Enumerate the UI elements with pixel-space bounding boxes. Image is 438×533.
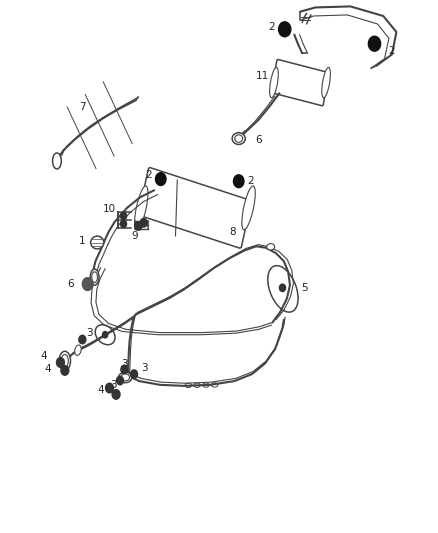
- Circle shape: [368, 36, 381, 51]
- Circle shape: [117, 376, 124, 385]
- Circle shape: [233, 175, 244, 188]
- Ellipse shape: [232, 133, 245, 144]
- Circle shape: [61, 366, 69, 375]
- Ellipse shape: [75, 345, 81, 356]
- Text: 9: 9: [131, 231, 138, 240]
- Circle shape: [120, 220, 127, 228]
- Circle shape: [135, 222, 142, 230]
- Ellipse shape: [59, 351, 71, 370]
- Text: 4: 4: [40, 351, 47, 361]
- FancyBboxPatch shape: [272, 60, 328, 106]
- Circle shape: [140, 219, 147, 227]
- Text: 4: 4: [44, 364, 51, 374]
- Circle shape: [106, 383, 113, 393]
- Text: 3: 3: [110, 380, 117, 390]
- Circle shape: [121, 365, 128, 374]
- Ellipse shape: [268, 265, 298, 312]
- Text: 2: 2: [388, 46, 395, 55]
- Text: 3: 3: [121, 359, 128, 368]
- Circle shape: [102, 332, 108, 338]
- FancyBboxPatch shape: [138, 167, 251, 248]
- Text: 6: 6: [255, 135, 262, 144]
- Circle shape: [120, 212, 127, 220]
- Circle shape: [131, 370, 138, 378]
- Text: 2: 2: [268, 22, 275, 31]
- Text: 4: 4: [97, 385, 104, 395]
- Ellipse shape: [134, 186, 148, 230]
- Text: 3: 3: [86, 328, 93, 338]
- Text: 6: 6: [67, 279, 74, 288]
- Ellipse shape: [95, 325, 115, 345]
- Text: 8: 8: [229, 227, 236, 237]
- Ellipse shape: [90, 269, 99, 285]
- Text: 10: 10: [103, 204, 116, 214]
- Ellipse shape: [53, 153, 61, 169]
- Text: 5: 5: [301, 283, 308, 293]
- Circle shape: [79, 335, 86, 344]
- Ellipse shape: [119, 372, 132, 383]
- Ellipse shape: [270, 68, 278, 98]
- Text: 2: 2: [145, 170, 152, 180]
- Text: 11: 11: [256, 71, 269, 80]
- Ellipse shape: [267, 244, 275, 250]
- Circle shape: [155, 173, 166, 185]
- Text: 7: 7: [79, 102, 86, 111]
- Text: 2: 2: [247, 176, 254, 186]
- Text: 3: 3: [141, 363, 148, 373]
- Circle shape: [57, 358, 64, 367]
- Circle shape: [279, 22, 291, 37]
- Ellipse shape: [91, 236, 104, 249]
- Ellipse shape: [322, 68, 330, 98]
- Text: 1: 1: [79, 236, 86, 246]
- Ellipse shape: [242, 186, 255, 230]
- Circle shape: [112, 390, 120, 399]
- Circle shape: [82, 278, 93, 290]
- Circle shape: [279, 284, 286, 292]
